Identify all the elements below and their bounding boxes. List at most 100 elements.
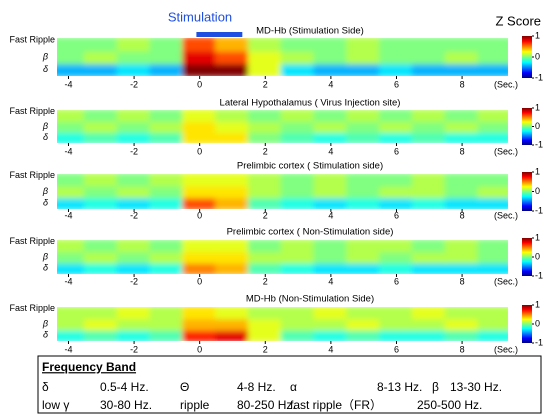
heatmap-cell [149, 62, 185, 76]
x-tick-label: 4 [328, 146, 333, 156]
x-tick-label: 6 [394, 146, 399, 156]
y-label: β [42, 251, 48, 261]
heatmap-cell [444, 120, 480, 133]
x-tick-label: -2 [130, 344, 138, 354]
heatmap-cell [182, 261, 218, 274]
heatmap-cell [182, 131, 218, 143]
colorbar [522, 172, 532, 211]
heatmap-cell [83, 174, 119, 187]
x-tick-label: 0 [197, 210, 202, 220]
x-tick-label: 6 [394, 276, 399, 286]
x-tick-label: -2 [130, 79, 138, 89]
y-label: δ [43, 132, 49, 142]
heatmap-cell [83, 120, 119, 133]
heatmap-cell [411, 131, 447, 143]
heatmap-cell [116, 261, 152, 274]
heatmap-cell [215, 240, 250, 253]
heatmap-cell [116, 131, 152, 143]
heatmap-cell [280, 196, 316, 209]
heatmap-cell [346, 328, 382, 341]
heatmap-cell [83, 131, 119, 143]
y-label: δ [43, 198, 49, 208]
heatmap-cell [182, 196, 218, 209]
heatmap-cell [247, 174, 283, 187]
x-tick-label: 4 [328, 276, 333, 286]
heatmap-cell [379, 49, 414, 65]
heatmap-cell [149, 184, 185, 199]
heatmap-cells [57, 174, 508, 209]
heatmap-cell [57, 38, 86, 52]
heatmap-cell [346, 261, 382, 274]
stimulation-bar [196, 32, 243, 37]
heatmap-cell [116, 49, 152, 65]
band-symbol: ripple [180, 398, 210, 412]
x-axis-label: (Sec.) [494, 210, 518, 220]
heatmap-cell [182, 38, 218, 52]
heatmap-cell [313, 184, 349, 199]
legend-box [37, 355, 542, 414]
heatmap-cell [57, 62, 86, 76]
heatmap-cell [313, 174, 349, 187]
band-range: 13-30 Hz. [450, 380, 502, 394]
heatmap-cell [83, 307, 119, 320]
heatmap-cell [411, 196, 447, 209]
heatmap-cell [247, 261, 283, 274]
heatmap-cell [182, 62, 218, 76]
colorbar-title: Z Score [495, 13, 541, 28]
band-symbol: low γ [42, 398, 69, 412]
heatmap-cell [313, 131, 349, 143]
colorbar-tick-label: -1 [535, 270, 543, 280]
heatmap-cell [280, 328, 316, 341]
heatmap-cell [83, 184, 119, 199]
heatmap-cell [313, 120, 349, 133]
y-label: Fast Ripple [9, 106, 55, 116]
heatmap-cell [215, 38, 250, 52]
heatmap-cell [411, 261, 447, 274]
heatmap-cell [379, 174, 414, 187]
heatmap-cell [280, 250, 316, 264]
colorbar [522, 36, 532, 78]
heatmap-cell [411, 328, 447, 341]
x-tick-label: -4 [64, 146, 72, 156]
colorbar-tick-label: -1 [535, 205, 543, 215]
heatmap-cell [83, 317, 119, 331]
heatmap-cell [116, 250, 152, 264]
heatmap-cell [182, 240, 218, 253]
heatmap-cell [57, 120, 86, 133]
heatmap-cell [182, 317, 218, 331]
colorbar-tick-label: 0 [535, 186, 540, 196]
heatmap-cell [411, 120, 447, 133]
heatmap-cell [379, 328, 414, 341]
colorbar-tick-label: 1 [535, 232, 540, 242]
heatmap-cell [444, 317, 480, 331]
heatmap-cell [149, 131, 185, 143]
heatmap-cell [149, 240, 185, 253]
heatmap-cell [57, 174, 86, 187]
heatmap-cell [247, 328, 283, 341]
heatmap-cell [411, 174, 447, 187]
colorbar-tick-label: -1 [535, 72, 543, 82]
heatmap-cell [57, 196, 86, 209]
band-symbol: Θ [180, 380, 189, 394]
heatmap-cell [83, 62, 119, 76]
colorbar-tick-label: 1 [535, 299, 540, 309]
heatmap-cell [57, 240, 86, 253]
heatmap-cell [444, 307, 480, 320]
band-symbol: fast ripple（FR） [290, 398, 382, 412]
heatmap-cell [379, 184, 414, 199]
heatmap-cell [149, 49, 185, 65]
x-tick-label: -2 [130, 210, 138, 220]
heatmap-cell [379, 196, 414, 209]
colorbar-tick-label: 1 [535, 30, 540, 40]
x-tick-label: -4 [64, 344, 72, 354]
band-range: 80-250 Hz. [237, 398, 296, 412]
heatmap-cell [313, 328, 349, 341]
heatmap-cell [379, 62, 414, 76]
heatmap-cell [215, 261, 250, 274]
heatmap-cell [313, 49, 349, 65]
heatmap-cell [83, 110, 119, 122]
heatmap-cell [149, 317, 185, 331]
heatmap-cell [215, 328, 250, 341]
heatmap-cell [149, 328, 185, 341]
